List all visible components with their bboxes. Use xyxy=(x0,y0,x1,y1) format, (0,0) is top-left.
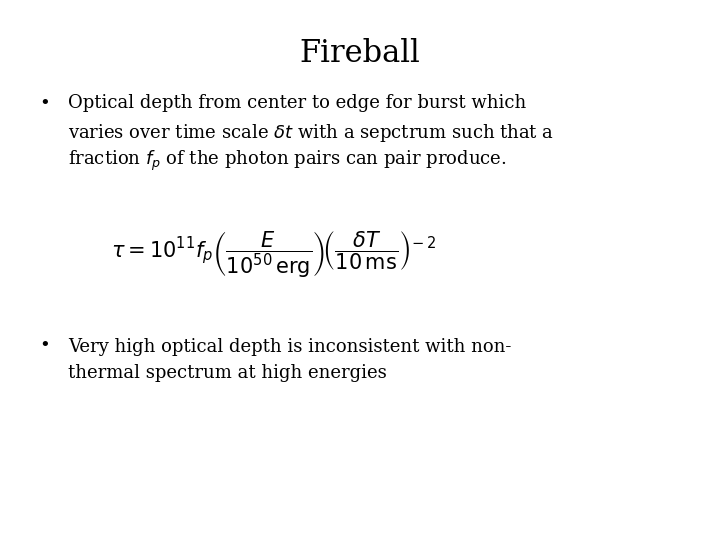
Text: Very high optical depth is inconsistent with non-: Very high optical depth is inconsistent … xyxy=(68,338,512,355)
Text: fraction $f_p$ of the photon pairs can pair produce.: fraction $f_p$ of the photon pairs can p… xyxy=(68,148,507,173)
Text: varies over time scale $\delta t$ with a sepctrum such that a: varies over time scale $\delta t$ with a… xyxy=(68,122,554,144)
Text: thermal spectrum at high energies: thermal spectrum at high energies xyxy=(68,364,387,382)
Text: Optical depth from center to edge for burst which: Optical depth from center to edge for bu… xyxy=(68,94,526,112)
Text: •: • xyxy=(40,94,50,112)
Text: •: • xyxy=(40,338,50,355)
Text: Fireball: Fireball xyxy=(300,38,420,69)
Text: $\tau = 10^{11} f_p \left(\dfrac{E}{10^{50}\,\mathrm{erg}}\right)\!\left(\dfrac{: $\tau = 10^{11} f_p \left(\dfrac{E}{10^{… xyxy=(111,230,436,280)
